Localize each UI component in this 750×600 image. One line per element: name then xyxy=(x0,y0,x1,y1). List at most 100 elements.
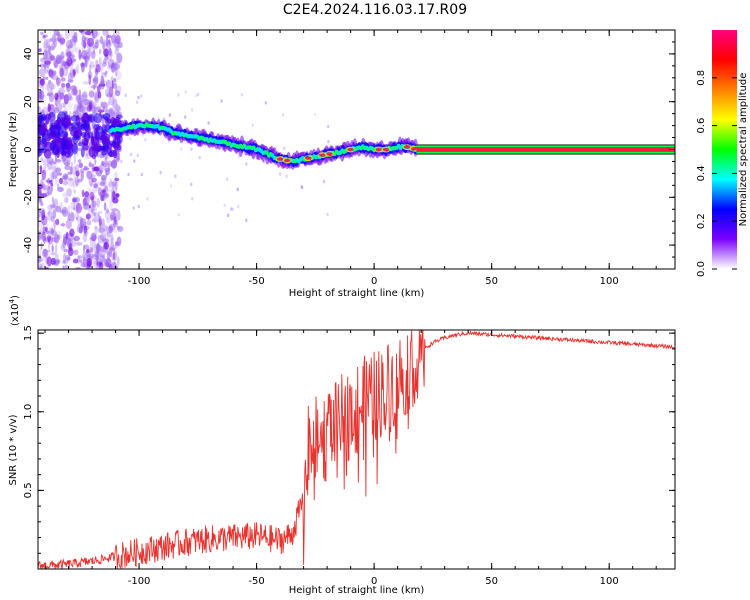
noise-blob xyxy=(114,61,118,71)
noise-blob xyxy=(94,225,98,230)
noise-blob xyxy=(93,64,99,68)
noise-blob xyxy=(78,206,85,211)
noise-blob xyxy=(77,215,83,226)
noise-blob xyxy=(110,244,117,251)
noise-blob xyxy=(97,91,102,99)
noise-blob xyxy=(87,37,95,47)
noise-speck xyxy=(144,137,147,142)
noise-blob xyxy=(40,193,48,198)
noise-blob xyxy=(79,216,82,224)
noise-blob xyxy=(61,83,66,88)
noise-blob xyxy=(44,226,48,232)
noise-blob xyxy=(90,188,97,194)
tone-line-core xyxy=(416,147,675,152)
noise-blob xyxy=(82,189,85,198)
noise-blob xyxy=(92,216,98,223)
snr-x-tick-label: -100 xyxy=(128,576,151,587)
noise-blob xyxy=(55,243,58,254)
band-blob xyxy=(109,140,117,146)
noise-blob xyxy=(40,242,43,250)
noise-blob xyxy=(102,30,106,36)
noise-speck xyxy=(132,206,135,210)
noise-blob xyxy=(81,190,85,196)
noise-blob xyxy=(78,226,84,234)
noise-blob xyxy=(55,205,61,213)
noise-blob xyxy=(39,263,42,269)
colorbar xyxy=(712,30,737,269)
noise-blob xyxy=(101,39,106,50)
noise-blob xyxy=(105,79,112,89)
noise-blob xyxy=(82,251,86,261)
noise-blob xyxy=(45,179,49,183)
noise-blob xyxy=(101,256,105,268)
noise-blob xyxy=(94,250,101,258)
noise-speck xyxy=(177,93,180,97)
noise-blob xyxy=(47,103,51,113)
noise-speck xyxy=(184,90,187,94)
noise-blob xyxy=(102,105,105,112)
noise-blob xyxy=(114,90,121,97)
noise-blob xyxy=(43,226,46,230)
colorbar-tick-label: 0.2 xyxy=(696,213,707,229)
noise-blob xyxy=(93,183,98,189)
noise-blob xyxy=(111,181,117,187)
noise-blob xyxy=(42,226,46,235)
noise-blob xyxy=(104,73,107,78)
noise-blob xyxy=(97,234,105,244)
noise-blob xyxy=(92,253,97,260)
noise-blob xyxy=(89,238,96,250)
noise-blob xyxy=(112,251,116,260)
noise-blob xyxy=(59,209,67,214)
noise-speck xyxy=(245,218,248,223)
noise-blob xyxy=(78,255,83,263)
noise-speck xyxy=(170,184,173,188)
snr-x-axis-label: Height of straight line (km) xyxy=(289,585,425,596)
noise-blob xyxy=(90,203,95,209)
noise-blob xyxy=(50,204,56,209)
band-blob xyxy=(49,121,54,132)
noise-blob xyxy=(98,57,102,65)
noise-speck xyxy=(137,204,140,209)
noise-blob xyxy=(40,202,44,207)
noise-blob xyxy=(84,30,92,36)
noise-blob xyxy=(57,172,62,176)
noise-blob xyxy=(91,104,96,115)
noise-blob xyxy=(106,232,111,238)
snr-scale-label: (x104) xyxy=(8,295,21,326)
noise-blob xyxy=(88,90,95,98)
noise-blob xyxy=(39,63,45,68)
noise-blob xyxy=(39,266,43,269)
snr-frame xyxy=(37,329,676,570)
noise-blob xyxy=(88,175,94,187)
noise-blob xyxy=(43,248,48,257)
noise-blob xyxy=(103,178,108,190)
band-blob xyxy=(71,121,80,129)
colorbar-tick-label: 0.8 xyxy=(696,70,707,86)
ridge-hot xyxy=(411,147,418,151)
noise-blob xyxy=(54,162,58,173)
noise-speck xyxy=(326,212,329,217)
noise-blob xyxy=(61,58,65,70)
noise-blob xyxy=(40,214,48,226)
noise-blob xyxy=(38,260,41,269)
noise-blob xyxy=(90,248,94,254)
ridge-hot-ring xyxy=(325,150,334,157)
noise-speck xyxy=(223,203,226,208)
noise-blob xyxy=(41,231,47,242)
noise-blob xyxy=(38,48,42,53)
noise-blob xyxy=(50,252,57,256)
noise-blob xyxy=(107,101,110,106)
noise-blob xyxy=(69,210,73,221)
noise-blob xyxy=(40,31,44,36)
noise-blob xyxy=(70,161,73,167)
noise-blob xyxy=(102,175,106,187)
noise-speck xyxy=(227,213,230,218)
noise-blob xyxy=(98,227,105,234)
noise-blob xyxy=(88,161,92,168)
noise-blob xyxy=(113,78,117,87)
noise-blob xyxy=(38,191,43,198)
noise-blob xyxy=(72,197,75,203)
noise-blob xyxy=(63,248,69,253)
noise-blob xyxy=(103,102,108,114)
noise-blob xyxy=(45,191,50,197)
